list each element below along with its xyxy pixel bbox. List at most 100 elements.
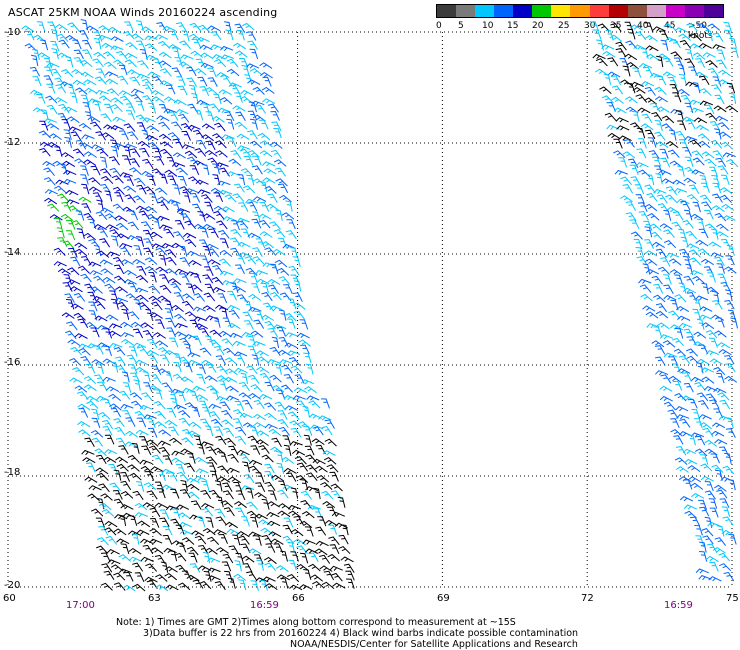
- wind-barb: [240, 168, 253, 177]
- wind-barb: [147, 141, 160, 151]
- wind-barb: [93, 275, 106, 284]
- wind-barb: [71, 220, 84, 229]
- wind-barb: [215, 516, 227, 526]
- wind-barb: [696, 362, 704, 374]
- wind-barb: [683, 328, 695, 339]
- wind-barb: [653, 326, 662, 337]
- wind-barb: [162, 455, 173, 465]
- wind-barb: [281, 364, 293, 374]
- wind-barb: [259, 201, 270, 212]
- wind-barb: [252, 178, 266, 186]
- wind-barb: [221, 561, 232, 572]
- wind-barb: [235, 254, 246, 265]
- wind-barb: [177, 209, 185, 221]
- wind-barb: [201, 103, 210, 115]
- wind-barb: [672, 380, 683, 391]
- wind-barb: [151, 96, 165, 104]
- wind-barb: [224, 357, 238, 365]
- wind-barb: [269, 305, 283, 311]
- wind-barb: [668, 310, 681, 319]
- wind-barb: [611, 85, 624, 95]
- wind-barb: [109, 290, 118, 301]
- wind-barb: [222, 490, 234, 500]
- wind-barb: [222, 553, 234, 564]
- wind-barb: [651, 241, 665, 249]
- wind-barb: [699, 88, 712, 97]
- wind-barb: [102, 419, 114, 430]
- wind-barb: [629, 164, 639, 175]
- wind-barb: [716, 263, 725, 274]
- wind-barb: [82, 102, 91, 113]
- wind-barb: [287, 574, 300, 583]
- wind-barb: [178, 409, 191, 418]
- wind-barb: [698, 575, 712, 581]
- wind-barb: [228, 445, 239, 456]
- wind-barb: [682, 255, 691, 267]
- wind-barb: [195, 179, 209, 185]
- wind-barb: [271, 474, 285, 482]
- wind-barb: [119, 130, 129, 141]
- wind-barb: [157, 440, 171, 446]
- wind-barb: [710, 252, 724, 258]
- wind-barb: [216, 547, 229, 554]
- wind-barb: [156, 471, 166, 482]
- wind-barb: [302, 539, 316, 545]
- wind-barb: [294, 456, 307, 465]
- wind-barb: [104, 71, 119, 77]
- wind-barb: [166, 327, 176, 338]
- wind-barb: [80, 273, 92, 283]
- wind-barb: [199, 86, 210, 97]
- wind-barb: [189, 22, 202, 32]
- legend-label: 40: [637, 21, 649, 31]
- wind-barb: [82, 49, 93, 60]
- wind-barb: [327, 506, 337, 517]
- wind-barb: [64, 136, 72, 148]
- wind-barb: [224, 376, 238, 383]
- wind-barb: [229, 237, 242, 247]
- wind-barb: [118, 390, 131, 400]
- wind-barb: [708, 576, 722, 582]
- wind-barb: [116, 463, 129, 472]
- wind-barb: [637, 107, 651, 114]
- wind-barb: [233, 573, 247, 581]
- wind-barb: [159, 274, 170, 284]
- wind-barb: [705, 555, 719, 563]
- wind-barb: [152, 76, 164, 85]
- wind-barb: [700, 367, 715, 373]
- wind-barb: [725, 428, 736, 438]
- wind-barb: [72, 148, 85, 157]
- wind-barb: [258, 393, 273, 400]
- wind-barb: [235, 426, 247, 436]
- wind-barb: [24, 30, 35, 41]
- wind-barb: [80, 356, 92, 366]
- wind-barb: [86, 462, 96, 473]
- wind-barb: [172, 46, 180, 59]
- wind-barb: [674, 327, 684, 339]
- wind-barb: [78, 407, 89, 418]
- wind-barb: [187, 352, 201, 358]
- wind-barb: [78, 30, 89, 40]
- wind-barb: [607, 57, 619, 67]
- wind-barb: [253, 399, 265, 409]
- wind-barb: [668, 258, 682, 266]
- wind-barb: [180, 213, 192, 223]
- wind-barb: [186, 483, 200, 491]
- wind-barb: [180, 480, 188, 492]
- wind-barb: [235, 507, 246, 518]
- wind-barb: [695, 124, 709, 132]
- wind-barb: [109, 342, 123, 349]
- wind-barb: [274, 363, 282, 375]
- wind-barb: [72, 367, 85, 376]
- wind-barb: [186, 250, 201, 257]
- wind-barb: [674, 457, 688, 465]
- wind-barb: [105, 224, 119, 230]
- wind-barb: [703, 266, 715, 276]
- wind-barb: [163, 228, 175, 238]
- wind-barb: [192, 306, 207, 312]
- wind-barb: [701, 376, 715, 384]
- wind-barb: [100, 183, 111, 194]
- wind-barb: [212, 163, 220, 175]
- wind-barb: [232, 340, 246, 347]
- wind-barb: [185, 188, 199, 194]
- wind-barb: [182, 428, 194, 439]
